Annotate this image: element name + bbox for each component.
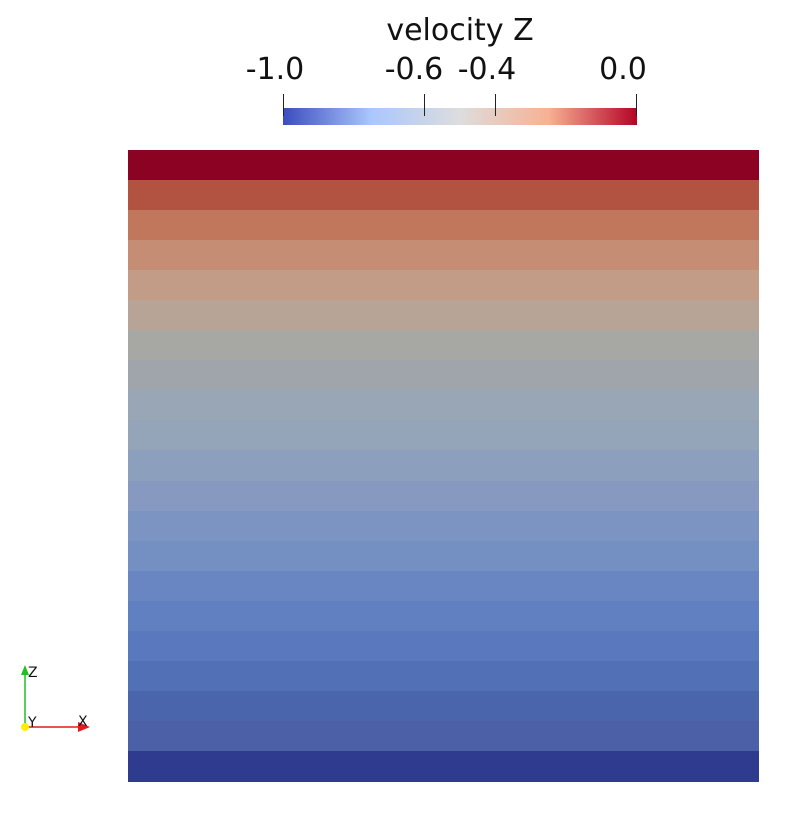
colorbar-tick-label-min: -1.0 xyxy=(245,52,305,87)
colorbar-tick-label-mid1: -0.6 xyxy=(384,52,444,87)
z-axis-label: Z xyxy=(28,665,38,681)
x-axis-arrow xyxy=(78,722,90,732)
field-band xyxy=(128,510,759,542)
colorbar-title: velocity Z xyxy=(386,13,534,48)
field-band xyxy=(128,240,759,272)
field-band xyxy=(128,720,759,752)
colorbar-tick-label-mid2: -0.4 xyxy=(457,52,517,87)
colorbar-gradient[interactable] xyxy=(283,108,637,125)
orientation-axes-widget xyxy=(21,665,90,732)
velocity-field-plot[interactable] xyxy=(128,150,759,782)
field-band xyxy=(128,390,759,422)
field-band xyxy=(128,600,759,632)
field-band xyxy=(128,360,759,392)
field-band xyxy=(128,210,759,242)
colorbar-tick-mid2 xyxy=(495,94,496,116)
field-band xyxy=(128,180,759,212)
z-axis-arrow xyxy=(21,665,29,675)
field-band xyxy=(128,540,759,572)
field-band xyxy=(128,480,759,512)
field-band xyxy=(128,150,759,182)
field-band xyxy=(128,450,759,482)
colorbar-tick-max xyxy=(636,94,637,116)
field-band xyxy=(128,420,759,452)
field-band xyxy=(128,300,759,332)
field-band xyxy=(128,660,759,692)
y-axis-label: Y xyxy=(28,715,37,731)
field-band xyxy=(128,750,759,782)
field-band xyxy=(128,690,759,722)
field-band xyxy=(128,630,759,662)
field-band xyxy=(128,330,759,362)
field-band xyxy=(128,570,759,602)
x-axis-label: X xyxy=(78,714,88,730)
colorbar-tick-mid1 xyxy=(424,94,425,116)
y-axis-point xyxy=(21,723,29,731)
colorbar-tick-min xyxy=(283,94,284,116)
field-band xyxy=(128,270,759,302)
colorbar-tick-label-max: 0.0 xyxy=(599,52,647,87)
